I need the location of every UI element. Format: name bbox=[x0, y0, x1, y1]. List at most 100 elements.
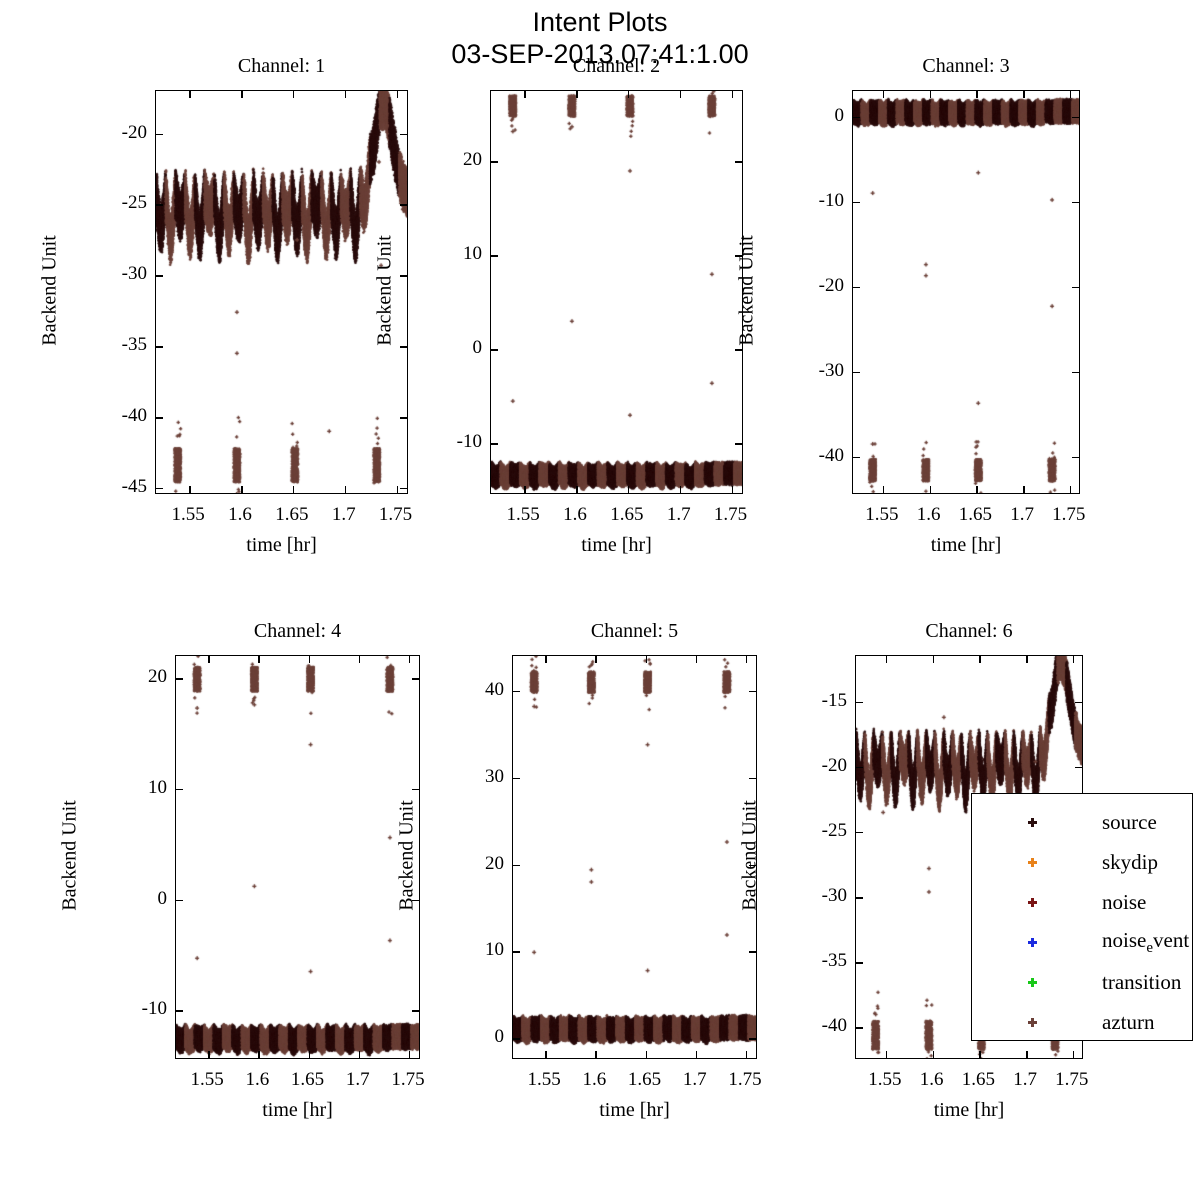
plot-area[interactable] bbox=[175, 655, 420, 1059]
subplot-title: Channel: 1 bbox=[237, 55, 326, 77]
x-tick-mark bbox=[679, 486, 682, 493]
y-tick-mark bbox=[513, 777, 520, 780]
x-axis-label: time [hr] bbox=[262, 1099, 333, 1121]
x-tick-mark bbox=[979, 1051, 981, 1058]
legend-item[interactable]: noiseevent bbox=[972, 922, 1192, 963]
x-tick-mark-top bbox=[627, 91, 630, 98]
y-tick-mark-right bbox=[1075, 701, 1082, 704]
x-tick-mark-top bbox=[929, 91, 932, 98]
x-tick-mark bbox=[731, 486, 734, 493]
legend-item[interactable]: source bbox=[972, 802, 1192, 843]
x-tick-label: 1.65 bbox=[961, 1069, 995, 1090]
x-tick-label: 1.6 bbox=[582, 1069, 607, 1090]
x-tick-mark bbox=[1026, 1051, 1028, 1058]
y-tick-mark bbox=[176, 788, 183, 791]
y-tick-mark bbox=[176, 899, 183, 901]
legend-item-label: noise bbox=[1102, 890, 1147, 914]
x-tick-mark bbox=[976, 486, 978, 493]
x-tick-mark-top bbox=[932, 656, 935, 663]
y-tick-mark bbox=[513, 690, 520, 693]
y-tick-label: 20 bbox=[485, 852, 504, 874]
legend-item-label: skydip bbox=[1102, 850, 1159, 874]
y-tick-label: -40 bbox=[821, 1015, 847, 1037]
y-tick-mark bbox=[856, 831, 863, 834]
x-tick-label: 1.75 bbox=[378, 504, 413, 525]
y-tick-mark-right bbox=[1072, 456, 1079, 459]
x-tick-mark bbox=[258, 1051, 260, 1058]
x-tick-mark bbox=[189, 486, 191, 493]
y-tick-mark bbox=[156, 204, 163, 206]
y-tick-mark bbox=[491, 161, 498, 163]
x-tick-label: 1.55 bbox=[171, 504, 205, 525]
x-tick-mark-top bbox=[979, 656, 981, 663]
x-tick-label: 1.75 bbox=[728, 1069, 762, 1090]
y-tick-mark bbox=[156, 275, 163, 277]
x-tick-mark bbox=[885, 1051, 888, 1058]
legend-marker-icon bbox=[1028, 858, 1037, 867]
plot-area[interactable] bbox=[490, 90, 743, 494]
x-tick-label: 1.55 bbox=[865, 504, 899, 525]
x-tick-mark bbox=[545, 1051, 547, 1058]
y-tick-label: -40 bbox=[121, 405, 147, 427]
y-tick-mark-right bbox=[400, 346, 407, 348]
x-tick-label: 1.6 bbox=[916, 504, 941, 525]
y-tick-mark-right bbox=[1072, 286, 1079, 289]
plot-area[interactable] bbox=[512, 655, 757, 1059]
x-tick-mark-top bbox=[595, 656, 597, 663]
y-tick-label: 0 bbox=[834, 104, 845, 126]
y-tick-mark-right bbox=[412, 788, 419, 791]
y-tick-label: -40 bbox=[818, 444, 844, 466]
x-tick-mark bbox=[576, 486, 578, 493]
x-tick-mark-top bbox=[189, 91, 191, 98]
x-axis-label: time [hr] bbox=[581, 534, 652, 556]
y-tick-mark-right bbox=[735, 161, 742, 163]
data-canvas bbox=[491, 91, 742, 493]
legend-item[interactable]: skydip bbox=[972, 842, 1192, 883]
y-tick-mark-right bbox=[749, 1038, 756, 1040]
y-tick-mark-right bbox=[412, 1010, 419, 1012]
x-tick-mark-top bbox=[885, 656, 888, 663]
y-tick-label: 10 bbox=[463, 243, 482, 265]
x-tick-label: 1.6 bbox=[245, 1069, 270, 1090]
x-tick-label: 1.55 bbox=[868, 1069, 902, 1090]
legend-item[interactable]: azturn bbox=[972, 1002, 1192, 1043]
x-tick-mark-top bbox=[308, 656, 311, 663]
x-tick-mark bbox=[292, 486, 295, 493]
x-tick-mark-top bbox=[408, 656, 411, 663]
y-tick-label: -10 bbox=[141, 998, 167, 1020]
suptitle-line-2: 03-SEP-2013.07:41:1.00 bbox=[451, 39, 749, 69]
y-tick-mark-right bbox=[1072, 371, 1079, 374]
y-tick-mark-right bbox=[749, 951, 756, 953]
legend-item[interactable]: transition bbox=[972, 962, 1192, 1003]
y-tick-mark-right bbox=[400, 133, 407, 136]
y-tick-mark bbox=[853, 116, 860, 119]
y-tick-mark-right bbox=[400, 275, 407, 277]
y-axis-label: Backend Unit bbox=[38, 235, 61, 346]
y-tick-label: -30 bbox=[818, 359, 844, 381]
x-tick-label: 1.7 bbox=[666, 504, 691, 525]
y-tick-mark bbox=[176, 1010, 183, 1012]
x-tick-label: 1.65 bbox=[290, 1069, 325, 1090]
x-tick-label: 1.75 bbox=[1052, 504, 1086, 525]
x-tick-mark bbox=[1069, 486, 1072, 493]
y-tick-label: 20 bbox=[463, 149, 482, 171]
x-tick-mark-top bbox=[344, 91, 347, 98]
y-tick-label: 0 bbox=[494, 1026, 505, 1048]
y-tick-mark-right bbox=[1072, 201, 1079, 204]
x-tick-mark-top bbox=[645, 656, 648, 663]
data-canvas bbox=[513, 656, 756, 1058]
x-tick-label: 1.65 bbox=[610, 504, 644, 525]
y-tick-mark-right bbox=[735, 443, 742, 445]
x-tick-mark-top bbox=[679, 91, 682, 98]
y-tick-mark bbox=[156, 487, 163, 490]
x-tick-label: 1.7 bbox=[345, 1069, 370, 1090]
legend-item-label: noiseevent bbox=[1102, 927, 1190, 957]
x-tick-mark-top bbox=[545, 656, 547, 663]
plot-area[interactable] bbox=[155, 90, 408, 494]
x-tick-label: 1.75 bbox=[391, 1069, 425, 1090]
x-tick-mark-top bbox=[1072, 656, 1075, 663]
legend-item[interactable]: noise bbox=[972, 882, 1192, 923]
plot-area[interactable] bbox=[852, 90, 1080, 494]
x-tick-label: 1.75 bbox=[713, 504, 748, 525]
legend-marker-icon bbox=[1028, 818, 1037, 827]
